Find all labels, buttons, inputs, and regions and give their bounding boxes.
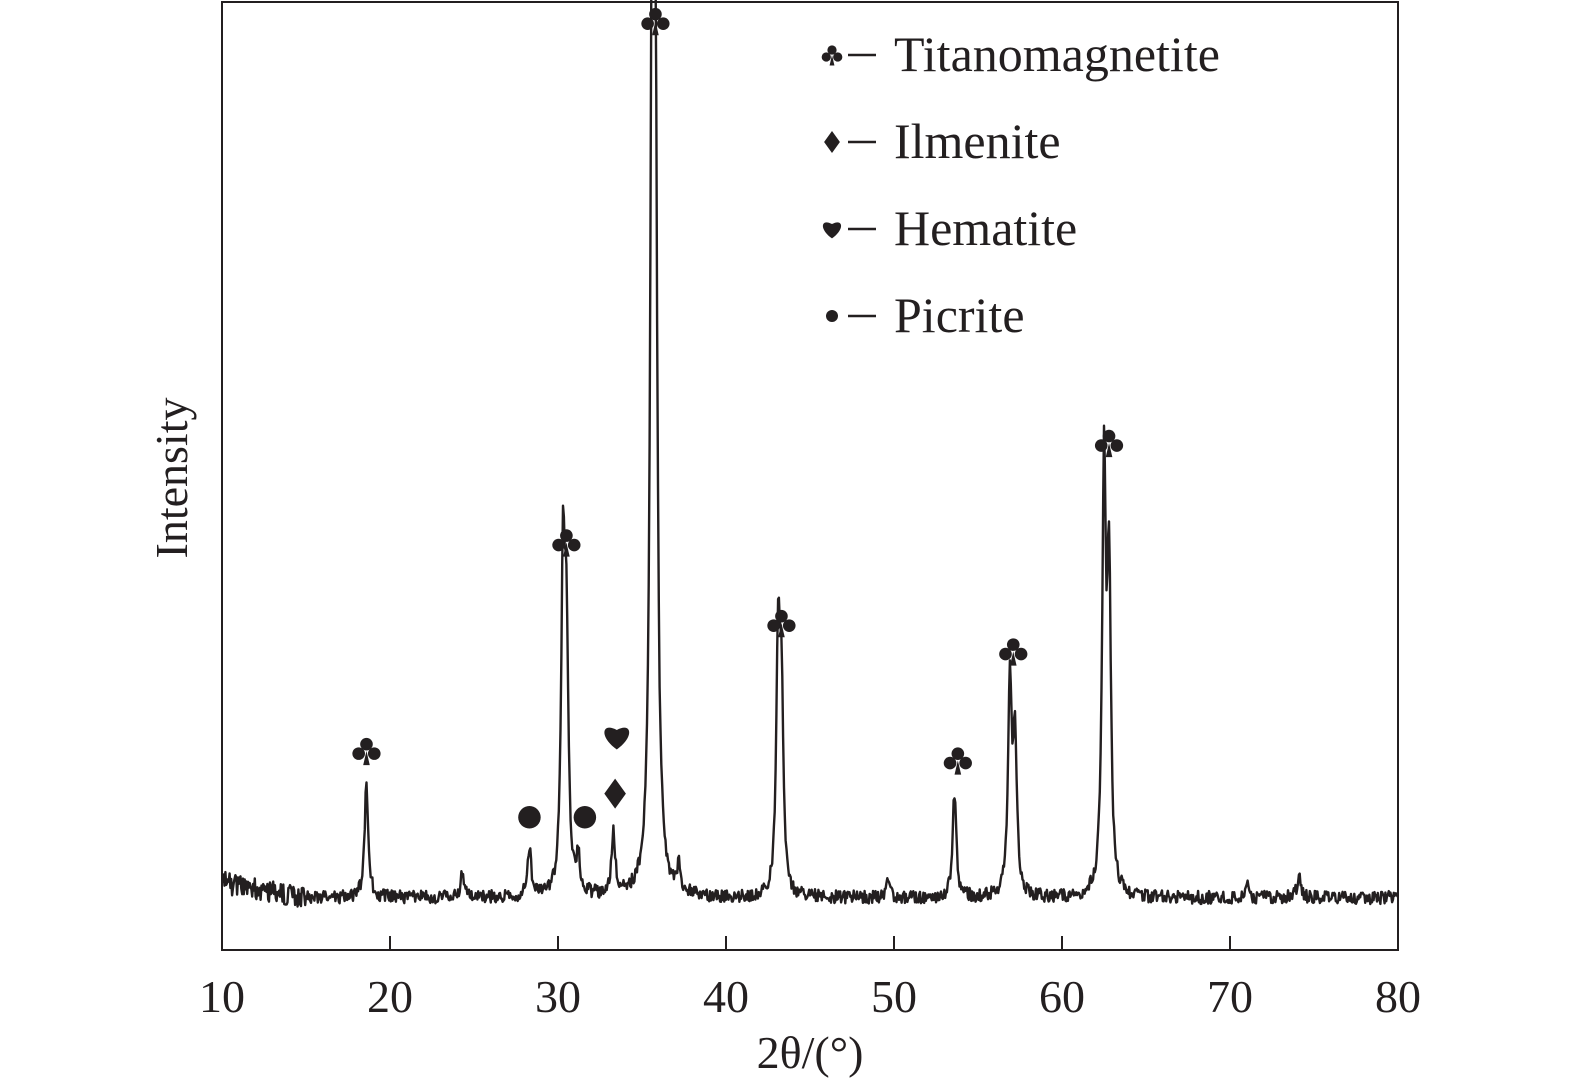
y-axis-label: Intensity — [146, 398, 197, 559]
club-marker — [821, 45, 843, 66]
heart-marker — [822, 222, 842, 239]
dot-marker — [826, 310, 838, 322]
diamond-marker — [824, 131, 840, 153]
club-marker — [352, 737, 381, 766]
heart-marker — [604, 727, 630, 750]
x-tick-label: 10 — [199, 971, 245, 1022]
xrd-series-line — [221, 0, 1399, 908]
legend: Titanomagnetite Ilmenite Hematite Picrite — [821, 26, 1220, 343]
club-marker — [943, 747, 972, 775]
legend-item: Ilmenite — [824, 113, 1061, 169]
dot-marker — [518, 806, 541, 829]
x-axis-label: 2θ/(°) — [757, 1027, 864, 1078]
x-tick-label: 60 — [1039, 971, 1085, 1022]
club-marker — [641, 7, 670, 36]
x-tick-label: 20 — [367, 971, 413, 1022]
club-marker — [767, 609, 796, 638]
x-tick-label: 30 — [535, 971, 581, 1022]
club-marker — [1094, 429, 1124, 458]
legend-label: Picrite — [894, 287, 1025, 343]
legend-label: Ilmenite — [894, 113, 1061, 169]
x-tick-label: 40 — [703, 971, 749, 1022]
x-tick-label: 50 — [871, 971, 917, 1022]
x-tick-label: 70 — [1207, 971, 1253, 1022]
club-marker — [999, 638, 1028, 666]
club-marker — [552, 529, 581, 557]
legend-item: Titanomagnetite — [821, 26, 1220, 82]
peak-markers — [352, 7, 1124, 829]
legend-item: Hematite — [822, 200, 1077, 256]
x-tick-label: 80 — [1375, 971, 1421, 1022]
dot-marker — [573, 806, 597, 829]
legend-label: Hematite — [894, 200, 1077, 256]
legend-item: Picrite — [826, 287, 1025, 343]
series-layer — [221, 0, 1399, 908]
plot-frame — [221, 1, 1399, 951]
x-ticks: 10 20 30 40 50 60 70 80 — [199, 936, 1421, 1022]
diamond-marker — [604, 778, 626, 809]
legend-label: Titanomagnetite — [894, 26, 1220, 82]
